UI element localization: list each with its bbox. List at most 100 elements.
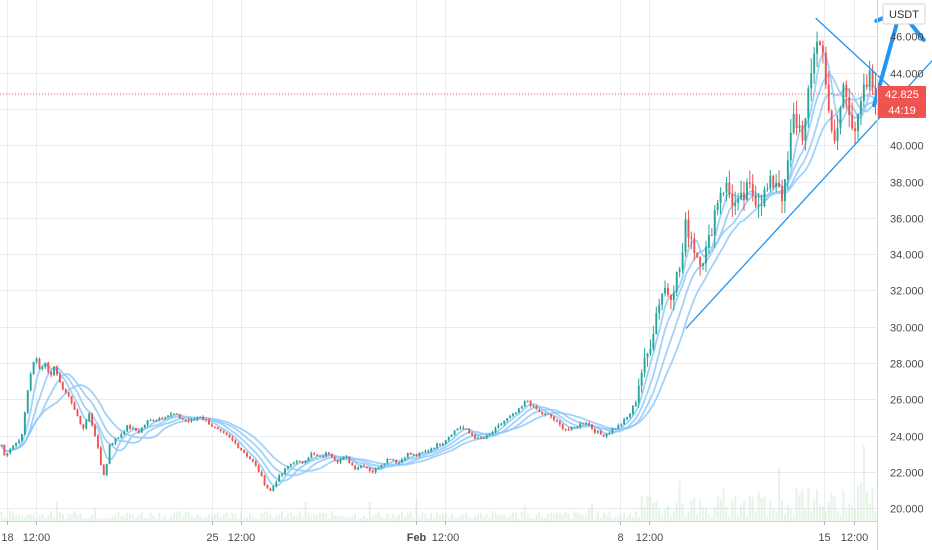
- volume-bar: [368, 501, 371, 521]
- volume-bar: [818, 506, 822, 521]
- x-tick-label: 12:00: [23, 532, 51, 544]
- candle-body: [640, 372, 643, 386]
- volume-bar: [605, 515, 608, 521]
- candle-body: [737, 198, 740, 203]
- volume-bar: [438, 515, 441, 521]
- candle-body: [15, 442, 18, 446]
- candle-body: [591, 425, 593, 429]
- volume-bar: [699, 498, 702, 521]
- volume-bar: [12, 512, 15, 521]
- volume-bar: [298, 511, 301, 521]
- volume-bar: [731, 500, 734, 521]
- volume-bar: [85, 518, 88, 521]
- volume-bar: [742, 501, 746, 521]
- candle-body: [140, 427, 143, 433]
- candle-body: [564, 428, 567, 430]
- candle-body: [117, 437, 120, 439]
- volume-bar: [134, 518, 137, 521]
- candle-body: [246, 452, 248, 457]
- volume-bar: [20, 515, 23, 521]
- candle-body: [477, 437, 479, 439]
- candle-body: [854, 128, 857, 132]
- candle-body: [412, 454, 415, 456]
- candle-body: [240, 447, 243, 451]
- candle-body: [661, 293, 664, 305]
- volume-bar: [169, 515, 173, 521]
- candle-body: [111, 443, 114, 446]
- volume-bar: [871, 488, 874, 521]
- volume-bar: [763, 496, 766, 521]
- candle-body: [427, 450, 430, 452]
- candle-body: [813, 53, 816, 74]
- candle-body: [798, 125, 801, 128]
- volume-bar: [798, 494, 801, 521]
- candle-body: [383, 463, 386, 466]
- volume-bar: [339, 516, 342, 521]
- x-tick-label: 18: [1, 532, 13, 544]
- volume-bar: [3, 517, 6, 521]
- candle-body: [573, 426, 576, 428]
- volume-bar: [854, 508, 857, 521]
- volume-bar: [272, 517, 275, 521]
- candle-body: [149, 419, 152, 421]
- volume-bar: [161, 518, 164, 521]
- grid-lines: [0, 0, 877, 521]
- volume-bar: [117, 511, 120, 521]
- volume-bar: [497, 515, 500, 521]
- candle-body: [193, 419, 196, 421]
- volume-bar: [725, 506, 728, 521]
- candle-body: [658, 304, 661, 314]
- volume-bar: [322, 512, 325, 521]
- axes: [0, 0, 878, 550]
- volume-bar: [740, 505, 743, 521]
- candle-body: [99, 447, 102, 466]
- candle-body: [593, 428, 596, 433]
- time-axis[interactable]: 18 12:00 25 12:00 Feb 12:00 8 12:00 15 12:00: [1, 521, 868, 544]
- y-tick-label: 40.000: [890, 141, 924, 153]
- x-tick-label: 12:00: [841, 532, 869, 544]
- volume-bar: [649, 496, 652, 521]
- candle-body: [804, 118, 807, 141]
- volume-bar: [666, 505, 670, 521]
- candle-body: [342, 457, 345, 460]
- candle-body: [842, 84, 845, 108]
- candle-body: [205, 419, 208, 421]
- x-tick-label: 8: [617, 532, 623, 544]
- volume-bar: [672, 511, 675, 521]
- volume-bar: [243, 518, 246, 521]
- candle-body: [178, 414, 181, 419]
- volume-bar: [535, 514, 538, 521]
- volume-bar: [567, 513, 570, 521]
- candle-body: [237, 443, 240, 448]
- volume-bar: [67, 514, 70, 521]
- candle-body: [64, 389, 67, 393]
- volume-bar: [433, 518, 436, 521]
- candle-body: [482, 437, 485, 439]
- candle-body: [690, 237, 693, 239]
- volume-bar: [76, 514, 79, 521]
- volume-bar: [307, 512, 310, 521]
- volume-bar: [406, 513, 409, 521]
- candle-body: [599, 431, 602, 435]
- candle-body: [58, 374, 61, 383]
- candle-body: [819, 41, 821, 46]
- volume-bar: [675, 502, 678, 521]
- volume-bar: [801, 489, 804, 521]
- candle-body: [444, 440, 447, 444]
- candle-body: [371, 470, 374, 473]
- candle-body: [655, 313, 658, 335]
- volume-bar: [845, 508, 848, 521]
- volume-bar: [234, 513, 237, 521]
- candle-body: [415, 454, 418, 456]
- y-tick-label: 26.000: [890, 395, 924, 407]
- volume-bar: [541, 516, 544, 521]
- volume-bar: [79, 513, 82, 521]
- volume-bar: [474, 515, 477, 521]
- volume-bar: [441, 513, 444, 521]
- candle-body: [199, 416, 202, 418]
- volume-bar: [248, 514, 251, 521]
- volume-bar: [418, 516, 421, 521]
- candle-body: [678, 269, 681, 272]
